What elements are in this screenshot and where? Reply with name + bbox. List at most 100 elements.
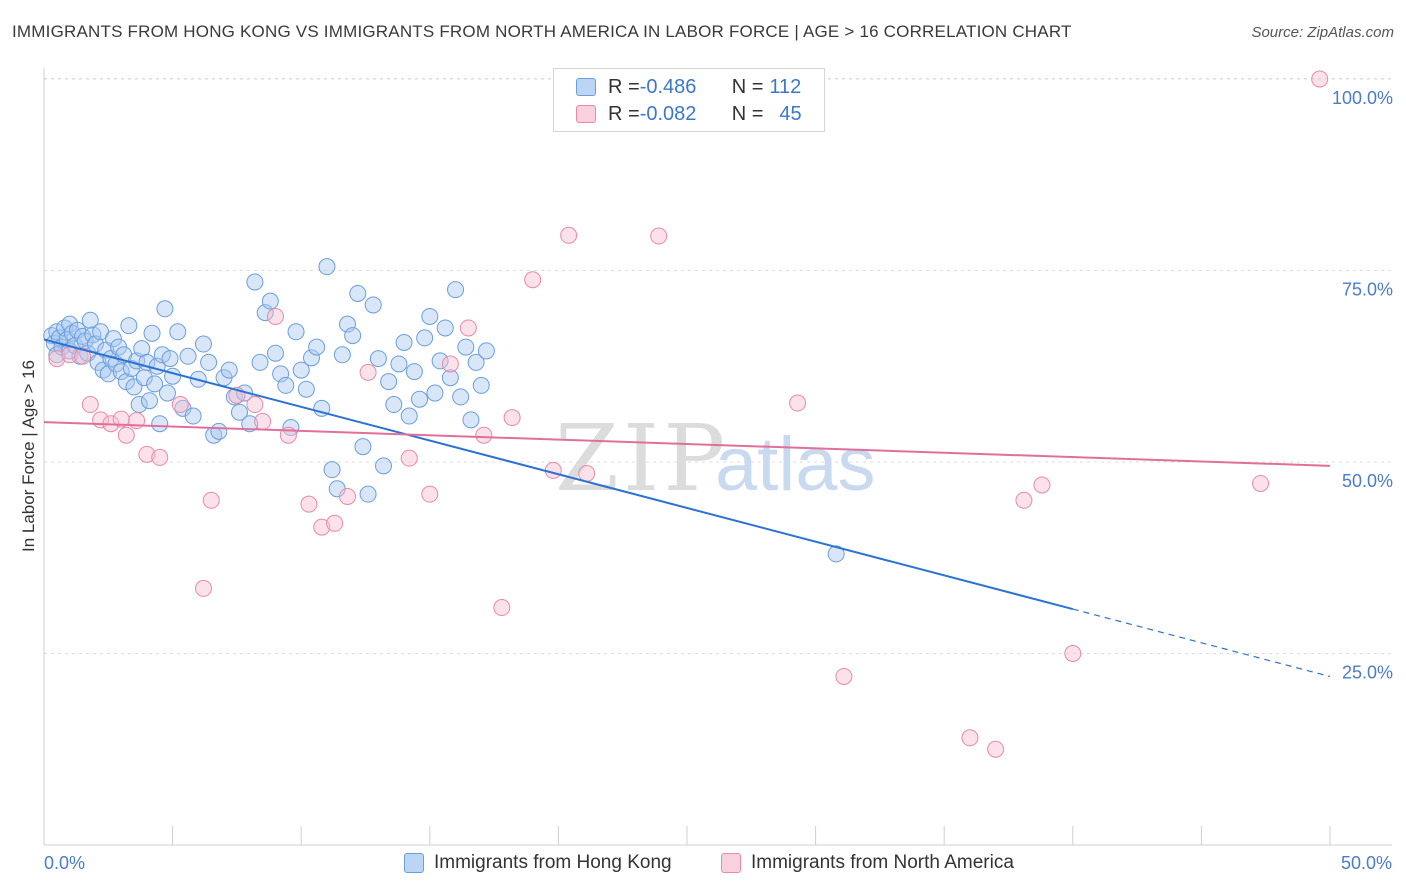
hong-kong-point bbox=[251, 353, 269, 371]
hong-kong-point bbox=[230, 403, 248, 421]
north-america-point bbox=[117, 426, 135, 444]
legend-r-label: R = bbox=[608, 75, 640, 98]
north-america-point bbox=[961, 729, 979, 747]
hong-kong-point bbox=[156, 300, 174, 318]
hong-kong-point bbox=[297, 380, 315, 398]
x-tick-label: 0.0% bbox=[44, 853, 85, 873]
x-tick-label: 50.0% bbox=[1341, 853, 1392, 873]
hong-kong-point bbox=[457, 338, 475, 356]
hong-kong-point bbox=[827, 545, 845, 563]
north-america-point bbox=[254, 412, 272, 430]
hong-kong-point bbox=[194, 335, 212, 353]
hong-kong-point bbox=[390, 355, 408, 373]
hong-kong-point bbox=[405, 363, 423, 381]
hong-kong-point bbox=[140, 392, 158, 410]
watermark-atlas: atlas bbox=[715, 422, 876, 507]
north-america-point bbox=[81, 396, 99, 414]
hong-kong-point bbox=[421, 307, 439, 325]
north-america-point bbox=[74, 347, 92, 365]
hong-kong-point bbox=[146, 375, 164, 393]
hong-kong-point bbox=[431, 352, 449, 370]
hong-kong-point bbox=[151, 415, 169, 433]
north-america-point bbox=[171, 396, 189, 414]
north-america-point bbox=[338, 487, 356, 505]
hong-kong-point bbox=[261, 292, 279, 310]
legend-n-value: 112 bbox=[769, 75, 802, 98]
hong-kong-point bbox=[308, 338, 326, 356]
watermark-zip: ZIP bbox=[555, 405, 729, 512]
series-legend-north-america[interactable]: Immigrants from North America bbox=[721, 852, 1014, 874]
north-america-point bbox=[138, 445, 156, 463]
north-america-point bbox=[560, 226, 578, 244]
north-america-point bbox=[1015, 491, 1033, 509]
north-america-point bbox=[441, 355, 459, 373]
hong-kong-point bbox=[200, 353, 218, 371]
hong-kong-point bbox=[333, 346, 351, 364]
hong-kong-point bbox=[385, 396, 403, 414]
legend-r-label: R = bbox=[608, 102, 640, 125]
hong-kong-point bbox=[143, 324, 161, 342]
trend-layer bbox=[43, 338, 1331, 678]
hong-kong-point bbox=[112, 363, 130, 381]
series-legend-label: Immigrants from Hong Kong bbox=[434, 852, 672, 873]
legend-swatch-pink bbox=[576, 105, 596, 123]
north-america-point bbox=[266, 307, 284, 325]
hong-kong-point bbox=[344, 327, 362, 345]
points-layer bbox=[43, 70, 1329, 758]
hong-kong-point bbox=[318, 258, 336, 276]
hong-kong-point bbox=[375, 457, 393, 475]
north-america-point bbox=[789, 394, 807, 412]
north-america-point bbox=[1033, 476, 1051, 494]
grid-layer bbox=[44, 78, 1392, 654]
hong-kong-point bbox=[323, 461, 341, 479]
hong-kong-point bbox=[447, 281, 465, 299]
north-america-point bbox=[503, 409, 521, 427]
legend-n-label: N = bbox=[731, 75, 764, 98]
axis-layer: 25.0% 50.0% 75.0% 100.0% 0.0% 50.0% bbox=[43, 68, 1393, 873]
y-axis-label: In Labor Force | Age > 16 bbox=[19, 360, 38, 552]
y-tick-label: 100.0% bbox=[1332, 88, 1393, 108]
north-america-trendline bbox=[43, 421, 1331, 467]
hong-kong-point bbox=[472, 376, 490, 394]
north-america-point bbox=[987, 740, 1005, 758]
series-legend-label: Immigrants from North America bbox=[751, 852, 1014, 873]
hong-kong-point bbox=[400, 407, 418, 425]
watermark: ZIP atlas bbox=[555, 405, 876, 512]
hong-kong-point bbox=[349, 284, 367, 302]
north-america-point bbox=[1064, 645, 1082, 662]
hong-kong-point bbox=[369, 350, 387, 368]
hong-kong-point bbox=[426, 384, 444, 402]
hong-kong-point bbox=[220, 361, 238, 379]
hong-kong-point bbox=[120, 317, 138, 335]
hong-kong-point bbox=[302, 349, 320, 367]
series-swatch-blue bbox=[404, 853, 424, 873]
hong-kong-point bbox=[416, 329, 434, 347]
hong-kong-point bbox=[241, 415, 259, 433]
north-america-point bbox=[359, 363, 377, 381]
hong-kong-point bbox=[81, 311, 99, 329]
hong-kong-point bbox=[462, 411, 480, 429]
hong-kong-point bbox=[153, 346, 171, 364]
chart-title: IMMIGRANTS FROM HONG KONG VS IMMIGRANTS … bbox=[12, 22, 1072, 41]
north-america-point bbox=[151, 448, 169, 466]
hong-kong-point bbox=[452, 388, 470, 406]
correlation-legend: R = -0.486 N = 112 R = -0.082 N = 45 bbox=[553, 68, 825, 132]
north-america-point bbox=[300, 495, 318, 513]
y-tick-label: 50.0% bbox=[1342, 471, 1393, 491]
legend-row-north-america: R = -0.082 N = 45 bbox=[576, 102, 802, 126]
hong-kong-point bbox=[411, 390, 429, 408]
legend-n-label: N = bbox=[731, 102, 764, 125]
series-swatch-pink bbox=[721, 853, 741, 873]
north-america-point bbox=[524, 271, 542, 289]
north-america-point bbox=[835, 667, 853, 685]
hong-kong-point bbox=[184, 407, 202, 425]
north-america-point bbox=[400, 449, 418, 467]
north-america-point bbox=[112, 410, 130, 428]
hong-kong-point bbox=[169, 323, 187, 341]
north-america-point bbox=[493, 599, 511, 617]
hong-kong-point bbox=[441, 369, 459, 387]
series-legend-hong-kong[interactable]: Immigrants from Hong Kong bbox=[404, 852, 672, 874]
hong-kong-point bbox=[161, 350, 179, 368]
hong-kong-point bbox=[477, 342, 495, 360]
legend-row-hong-kong: R = -0.486 N = 112 bbox=[576, 75, 801, 99]
